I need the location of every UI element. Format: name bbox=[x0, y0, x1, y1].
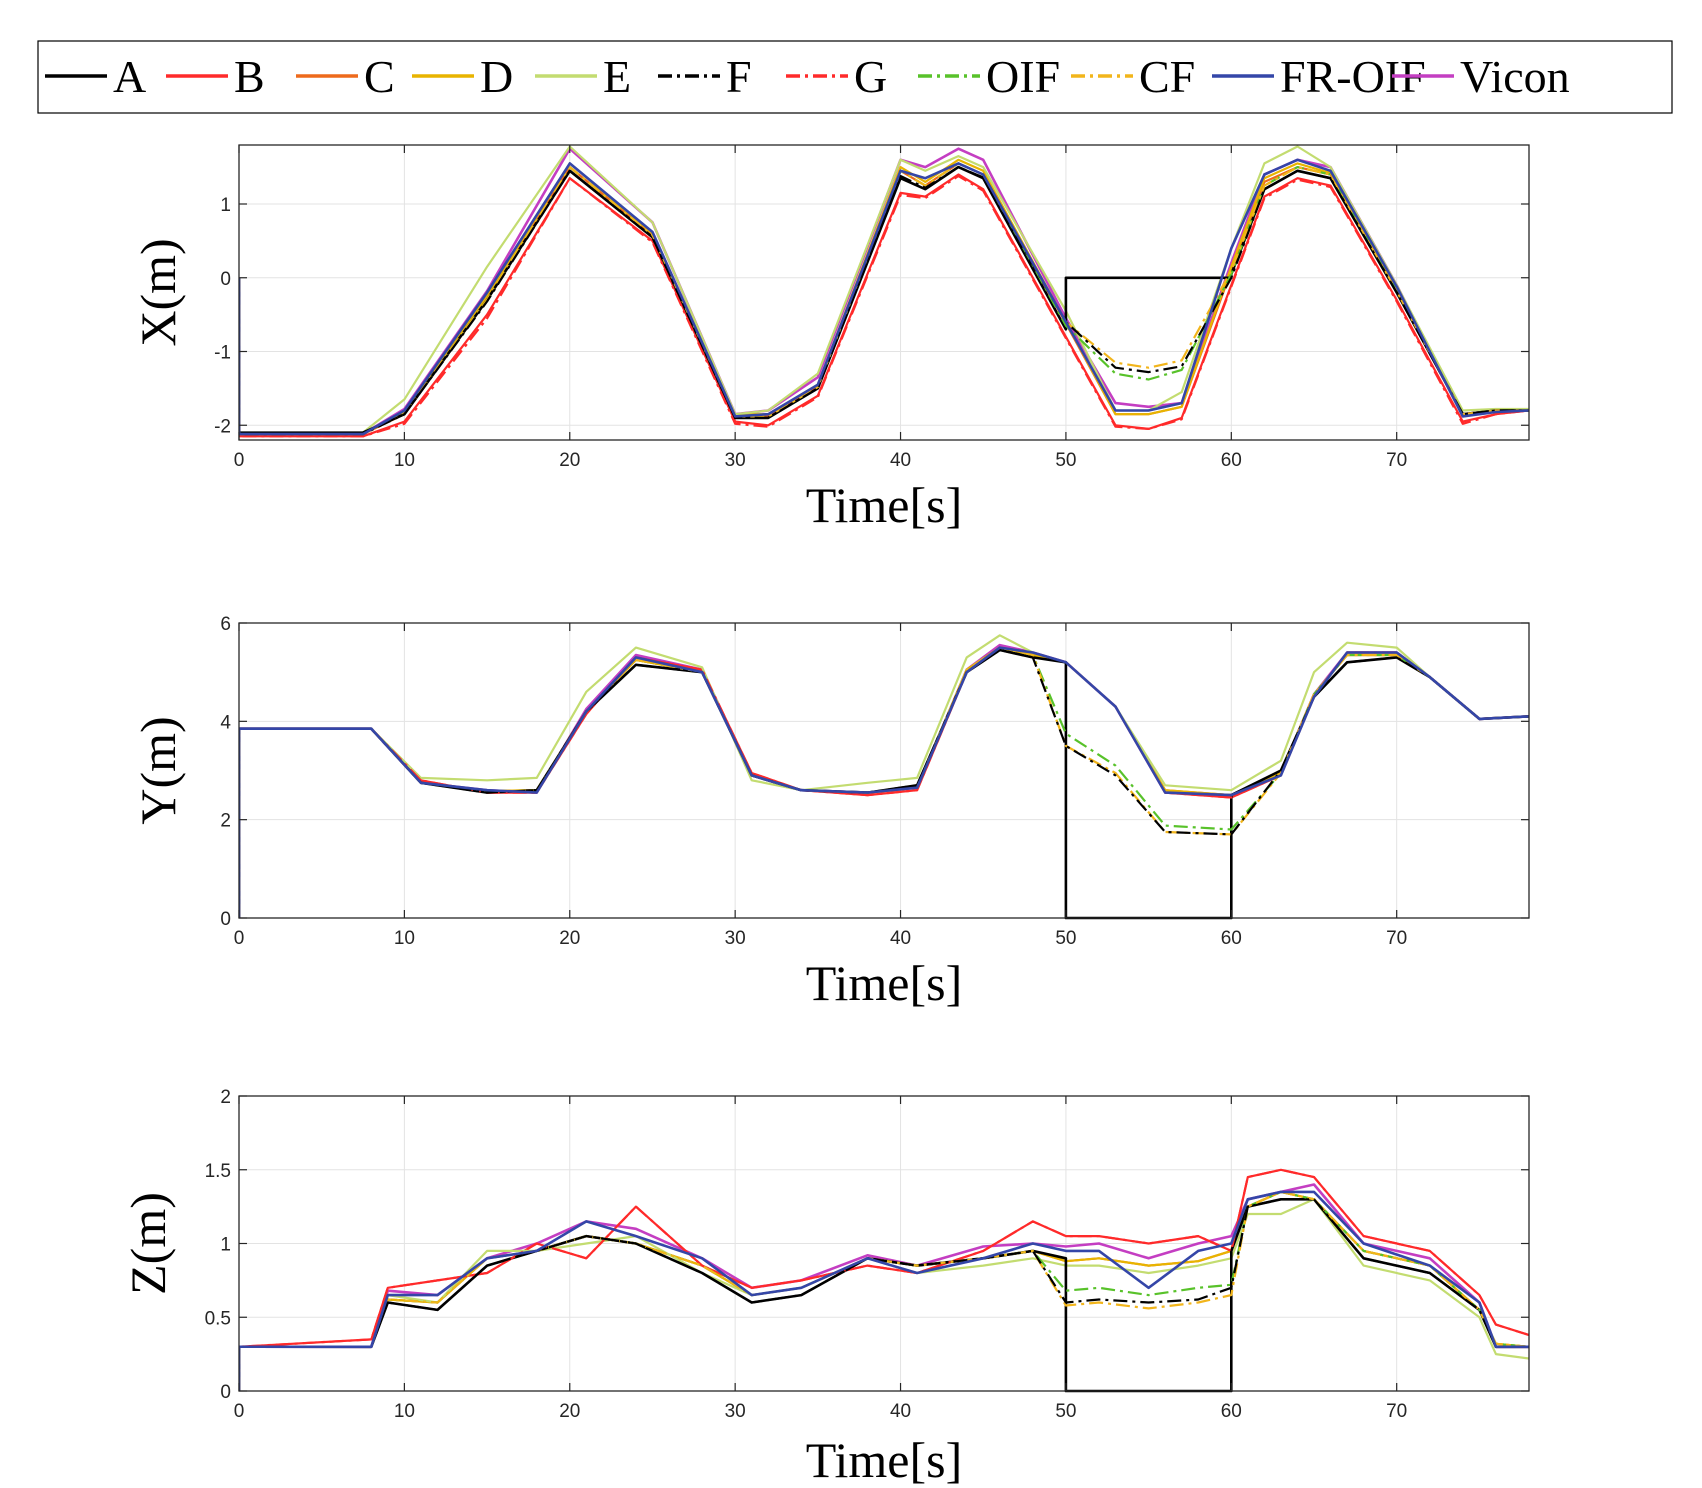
series-line-vicon bbox=[239, 147, 1529, 436]
legend-label: F bbox=[726, 51, 752, 102]
legend-label: OIF bbox=[986, 51, 1060, 102]
grid bbox=[238, 145, 1529, 440]
y-axis-label: X(m) bbox=[130, 238, 186, 346]
x-tick-label: 30 bbox=[725, 928, 746, 949]
legend-label: E bbox=[603, 51, 631, 102]
legend-label: CF bbox=[1139, 51, 1195, 102]
legend-label: Vicon bbox=[1460, 51, 1570, 102]
x-axis-label: Time[s] bbox=[806, 955, 963, 1011]
series-line-e bbox=[239, 1198, 1529, 1391]
x-tick-label: 70 bbox=[1386, 928, 1407, 949]
x-tick-label: 70 bbox=[1386, 1401, 1407, 1422]
x-tick-label: 10 bbox=[394, 928, 415, 949]
y-tick-label: -1 bbox=[214, 343, 231, 364]
grid bbox=[238, 1095, 1529, 1392]
x-tick-label: 40 bbox=[890, 450, 911, 471]
y-axis-label: Z(m) bbox=[120, 1192, 176, 1295]
y-tick-label: 0 bbox=[220, 1382, 231, 1403]
x-tick-label: 50 bbox=[1055, 1401, 1076, 1422]
x-tick-label: 60 bbox=[1221, 450, 1242, 471]
series-line-fr-oif bbox=[239, 646, 1529, 918]
legend-entry-c: C bbox=[296, 51, 395, 102]
series-line-fr-oif bbox=[239, 158, 1529, 436]
x-tick-label: 70 bbox=[1386, 450, 1407, 471]
panel-z: 0 10 20 30 40 50 60 70 0 0.5 1 1.5 2 Time[s] Z(m) bbox=[120, 1087, 1530, 1488]
series-line-f bbox=[239, 166, 1529, 436]
x-axis-label: Time[s] bbox=[806, 477, 963, 533]
x-tick-label: 10 bbox=[394, 450, 415, 471]
y-tick-label: -2 bbox=[214, 416, 231, 437]
legend-entry-e: E bbox=[535, 51, 631, 102]
panel-x: 0 10 20 30 40 50 60 70 -2 -1 0 1 Time[s] X(m) bbox=[130, 144, 1530, 533]
legend-label: C bbox=[364, 51, 395, 102]
y-tick-label: 4 bbox=[220, 712, 231, 733]
series-group bbox=[239, 1168, 1529, 1393]
x-tick-label: 20 bbox=[559, 450, 580, 471]
legend-entry-g: G bbox=[786, 51, 887, 102]
y-tick-label: 1.5 bbox=[205, 1161, 231, 1182]
series-line-a bbox=[239, 165, 1529, 434]
legend-entry-cf: CF bbox=[1071, 51, 1195, 102]
x-tick-label: 0 bbox=[234, 1401, 245, 1422]
series-line-g bbox=[239, 174, 1529, 438]
y-tick-label: 1 bbox=[220, 1235, 231, 1256]
legend-label: A bbox=[113, 51, 146, 102]
y-tick-label: 6 bbox=[220, 614, 231, 635]
y-tick-label: 1 bbox=[220, 195, 231, 216]
x-tick-label: 0 bbox=[234, 450, 245, 471]
x-tick-label: 50 bbox=[1055, 928, 1076, 949]
legend-entry-oif: OIF bbox=[918, 51, 1060, 102]
series-line-d bbox=[239, 158, 1529, 436]
x-tick-label: 0 bbox=[234, 928, 245, 949]
series-line-cf bbox=[239, 1190, 1529, 1391]
legend-entry-f: F bbox=[658, 51, 752, 102]
series-line-b bbox=[239, 173, 1529, 438]
series-line-e bbox=[239, 634, 1529, 918]
y-tick-label: 0.5 bbox=[205, 1308, 231, 1329]
legend-entry-d: D bbox=[412, 51, 513, 102]
plot-frame bbox=[238, 144, 1530, 441]
x-tick-label: 60 bbox=[1221, 1401, 1242, 1422]
legend-label: G bbox=[854, 51, 887, 102]
x-tick-label: 40 bbox=[890, 928, 911, 949]
legend: A B C D E F G OIF CF FR-OIF Vicon bbox=[37, 40, 1673, 114]
y-axis-label: Y(m) bbox=[130, 716, 186, 824]
x-tick-label: 30 bbox=[725, 450, 746, 471]
y-tick-label: 0 bbox=[220, 269, 231, 290]
y-tick-label: 2 bbox=[220, 811, 231, 832]
x-tick-label: 10 bbox=[394, 1401, 415, 1422]
legend-label: B bbox=[234, 51, 265, 102]
x-tick-label: 30 bbox=[725, 1401, 746, 1422]
panel-y: 0 10 20 30 40 50 60 70 0 2 4 6 Time[s] Y(m) bbox=[130, 614, 1530, 1011]
y-tick-label: 2 bbox=[220, 1087, 231, 1108]
x-tick-label: 40 bbox=[890, 1401, 911, 1422]
x-tick-label: 20 bbox=[559, 928, 580, 949]
legend-entry-vicon: Vicon bbox=[1392, 51, 1570, 102]
series-line-g bbox=[239, 1168, 1529, 1391]
series-line-fr-oif bbox=[239, 1190, 1529, 1391]
plot-frame bbox=[238, 622, 1530, 919]
x-axis-label: Time[s] bbox=[806, 1432, 963, 1488]
series-group bbox=[239, 634, 1529, 920]
x-tick-label: 20 bbox=[559, 1401, 580, 1422]
x-tick-label: 50 bbox=[1055, 450, 1076, 471]
y-tick-label: 0 bbox=[220, 909, 231, 930]
legend-entry-a: A bbox=[45, 51, 146, 102]
series-group bbox=[239, 145, 1529, 438]
x-tick-label: 60 bbox=[1221, 928, 1242, 949]
legend-label: D bbox=[480, 51, 513, 102]
legend-entry-b: B bbox=[166, 51, 265, 102]
series-line-e bbox=[239, 145, 1529, 434]
